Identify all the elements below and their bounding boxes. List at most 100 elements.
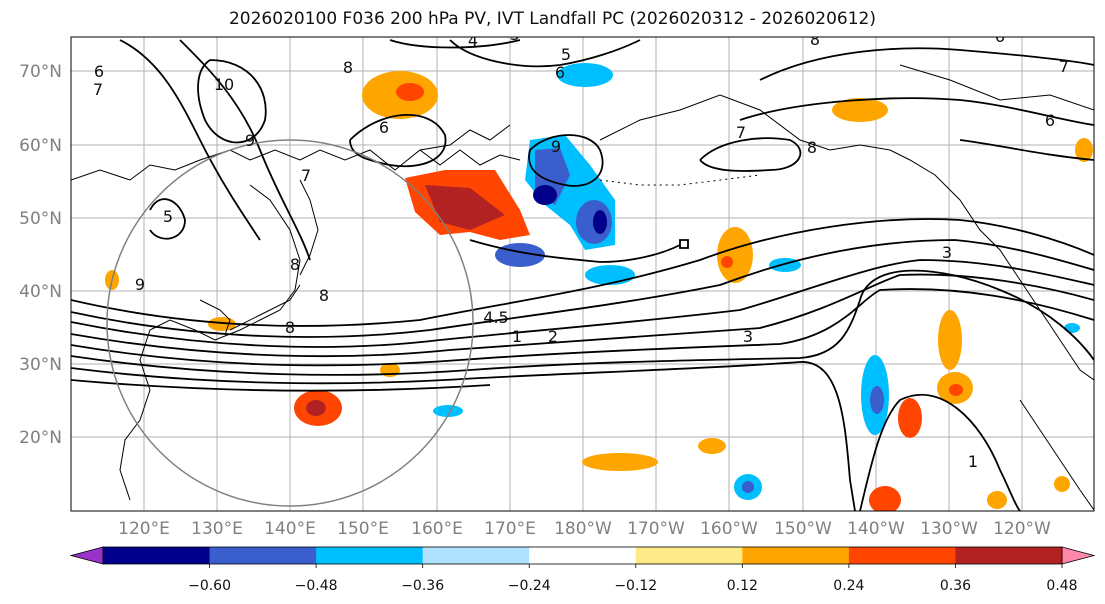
positive-anomaly-core — [396, 83, 424, 101]
map-frame — [70, 36, 1095, 512]
contour-line — [71, 288, 1094, 367]
contour-label: 8 — [319, 286, 329, 305]
pv-contours — [71, 39, 1094, 511]
coastline-japan — [229, 284, 301, 331]
latitude-label: 20°N — [19, 428, 62, 448]
colorbar-tick-label: 0.36 — [940, 578, 971, 594]
contour-label: 2 — [548, 327, 558, 346]
colorbar-swatch — [529, 547, 637, 564]
negative-anomaly-core — [533, 185, 557, 205]
colorbar-extend-high — [1061, 546, 1096, 565]
contour-label: 7 — [736, 123, 746, 142]
longitude-labels: 120°E 130°E 140°E 150°E 160°E 170°E 180°W 170°W… — [118, 519, 1051, 539]
contour-label: 4 — [468, 31, 478, 50]
negative-anomaly-core — [593, 210, 607, 234]
colorbar-swatch — [209, 547, 317, 564]
contour-label: 6 — [1045, 111, 1055, 130]
colorbar-tick-label: −0.36 — [401, 578, 444, 594]
negative-anomaly-core — [870, 386, 884, 414]
contour-line — [389, 39, 521, 49]
negative-anomaly-region — [557, 63, 613, 87]
contour-label: 8 — [810, 30, 820, 49]
contour-label: 10 — [214, 75, 234, 94]
range-circle — [106, 139, 474, 507]
coastline-arctic-canada — [899, 64, 1094, 111]
positive-anomaly-core — [306, 400, 326, 416]
contour-label: 4.5 — [483, 308, 508, 327]
contour-line — [449, 39, 641, 68]
positive-anomaly-core — [425, 185, 505, 230]
longitude-label: 140°E — [264, 519, 316, 539]
contour-line — [71, 273, 1094, 358]
colorbar-swatch — [316, 547, 424, 564]
longitude-label: 140°W — [847, 519, 905, 539]
colorbar-tick-label: −0.24 — [508, 578, 551, 594]
contour-label: 6 — [555, 63, 565, 82]
contour-label: 3 — [743, 327, 753, 346]
colorbar-tick-label: 0.48 — [1046, 578, 1077, 594]
positive-anomaly-region — [1054, 476, 1070, 492]
negative-anomaly-region — [585, 265, 635, 285]
latitude-label: 70°N — [19, 62, 62, 82]
colorbar: −0.60 −0.48 −0.36 −0.24 −0.12 0.12 0.24 0.36 0.4… — [69, 546, 1096, 594]
contour-line — [71, 239, 1094, 338]
contour-label: 7 — [93, 80, 103, 99]
contour-label: 9 — [551, 137, 561, 156]
colorbar-tick-label: −0.60 — [188, 578, 231, 594]
contour-label: 1 — [968, 452, 978, 471]
contour-label: 7 — [301, 166, 311, 185]
colorbar-extend-low — [69, 546, 104, 565]
coastline-mexico — [1019, 399, 1094, 511]
longitude-label: 160°E — [411, 519, 463, 539]
positive-anomaly-region — [869, 486, 901, 511]
latitude-label: 50°N — [19, 209, 62, 229]
colorbar-tick-label: −0.48 — [295, 578, 338, 594]
contour-line — [759, 47, 1094, 81]
contour-line — [859, 393, 1021, 511]
contour-line — [71, 361, 856, 511]
positive-anomaly-region — [717, 227, 753, 283]
contour-line — [739, 97, 1094, 126]
colorbar-tick-label: −0.12 — [614, 578, 657, 594]
contour-label: 5 — [510, 25, 520, 44]
figure-title: 2026020100 F036 200 hPa PV, IVT Landfall… — [228, 9, 876, 29]
contour-label: 8 — [290, 255, 300, 274]
contour-label: 9 — [135, 275, 145, 294]
positive-anomaly-core — [949, 384, 963, 396]
positive-anomaly-region — [582, 453, 658, 471]
contour-label: 7 — [1059, 57, 1069, 76]
contour-line — [679, 239, 689, 249]
longitude-label: 130°W — [920, 519, 978, 539]
longitude-label: 160°W — [700, 519, 758, 539]
latitude-label: 40°N — [19, 282, 62, 302]
colorbar-swatch — [103, 547, 211, 564]
positive-anomaly-region — [898, 398, 922, 438]
colorbar-tick-label: 0.24 — [833, 578, 864, 594]
colorbar-swatch — [422, 547, 530, 564]
contour-line — [71, 379, 491, 392]
contour-line — [959, 139, 1094, 161]
colorbar-frame — [102, 546, 1063, 565]
positive-anomaly-region — [987, 491, 1007, 509]
positive-anomaly-core — [721, 256, 733, 268]
contour-line — [119, 39, 261, 241]
contour-line — [528, 134, 604, 187]
negative-anomaly-region — [433, 405, 463, 417]
positive-anomaly-region — [1075, 138, 1093, 162]
latitude-label: 30°N — [19, 355, 62, 375]
coastline-asia-north — [71, 124, 511, 181]
shaded-field — [105, 63, 1093, 511]
latitude-label: 60°N — [19, 136, 62, 156]
longitude-label: 150°E — [337, 519, 389, 539]
contour-label: 6 — [94, 62, 104, 81]
longitude-label: 180°W — [554, 519, 612, 539]
coastline-kamchatka-peninsula — [419, 149, 521, 166]
negative-anomaly-region — [1064, 323, 1080, 333]
latitude-labels: 70°N 60°N 50°N 40°N 30°N 20°N — [19, 62, 62, 448]
positive-anomaly-region — [832, 98, 888, 122]
positive-anomaly-region — [698, 438, 726, 454]
colorbar-swatch — [742, 547, 850, 564]
